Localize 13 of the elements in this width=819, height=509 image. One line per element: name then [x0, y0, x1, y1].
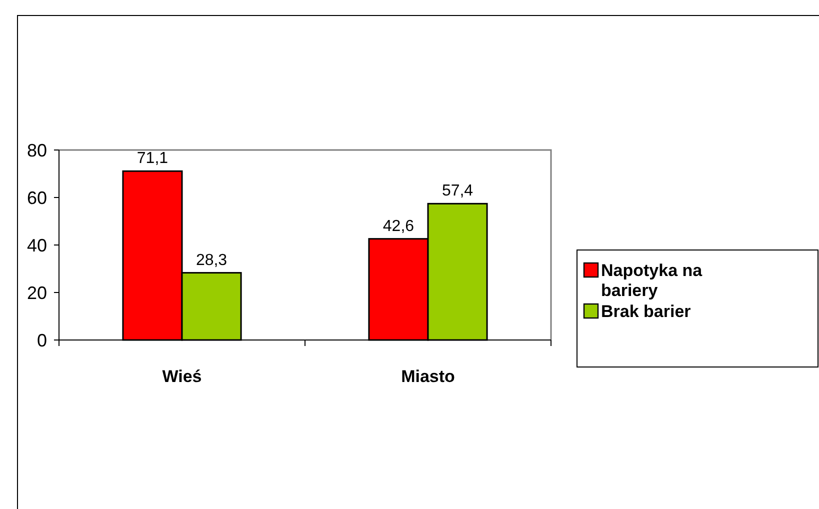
y-tick-label: 20	[26, 282, 47, 303]
legend-label: Brak barier	[601, 302, 692, 321]
y-tick-label: 40	[26, 235, 47, 256]
data-label: 42,6	[382, 218, 414, 235]
y-tick-label: 80	[26, 140, 47, 160]
legend-label: Napotyka na bariery	[601, 261, 703, 300]
x-tick-label: Wieś	[162, 367, 202, 386]
data-label: 57,4	[442, 182, 474, 200]
y-tick-label: 0	[36, 330, 47, 350]
data-label: 28,3	[196, 252, 228, 269]
data-label: 71,1	[136, 150, 168, 168]
x-tick-label: Miasto	[401, 367, 455, 386]
y-tick-label: 60	[26, 188, 47, 208]
